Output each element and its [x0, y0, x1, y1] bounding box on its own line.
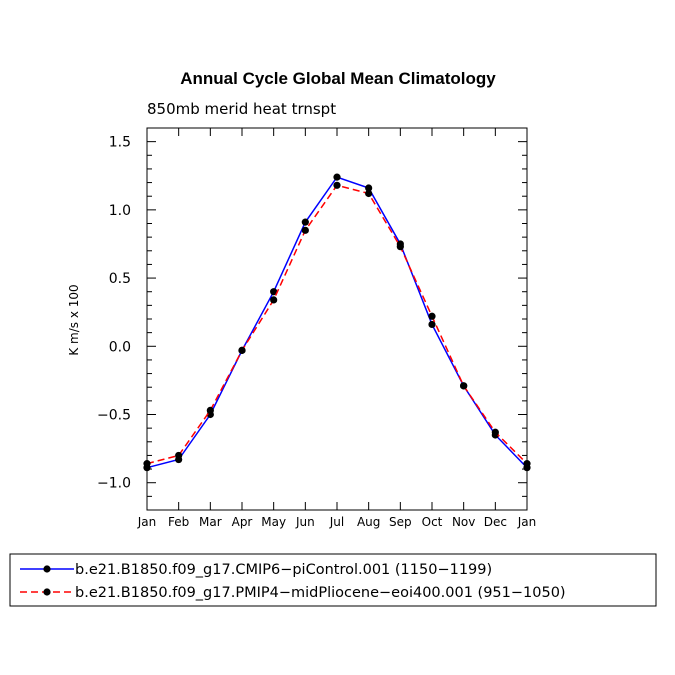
series-line-2 — [146, 184, 528, 465]
series-1-point — [365, 184, 373, 192]
legend: b.e21.B1850.f09_g17.CMIP6−piControl.001 … — [20, 562, 566, 601]
series-2-point — [143, 460, 151, 468]
x-tick-label: Jan — [517, 515, 537, 529]
x-tick-label: Jul — [329, 515, 344, 529]
legend-label-2: b.e21.B1850.f09_g17.PMIP4−midPliocene−eo… — [75, 585, 566, 601]
chart-subtitle: 850mb merid heat trnspt — [147, 100, 336, 118]
legend-marker-1 — [43, 565, 51, 573]
x-tick-label: Jan — [137, 515, 157, 529]
y-axis-label: K m/s x 100 — [67, 284, 81, 355]
series-2-point — [491, 428, 499, 436]
x-tick-label: Oct — [422, 515, 443, 529]
series-1-point — [301, 218, 309, 226]
series-2-point — [428, 312, 436, 320]
series-2-point — [270, 296, 278, 304]
series-2-point — [523, 460, 531, 468]
series-line-1 — [146, 176, 528, 469]
x-tick-label: Sep — [389, 515, 412, 529]
legend-box — [9, 553, 657, 607]
y-tick-label: 0.5 — [109, 271, 131, 287]
series-2-point — [238, 346, 246, 354]
x-tick-label: Jun — [295, 515, 315, 529]
series-2-point — [175, 451, 183, 460]
legend-label-1: b.e21.B1850.f09_g17.CMIP6−piControl.001 … — [75, 562, 492, 578]
y-tick-label: 1.0 — [109, 203, 131, 219]
series-1-point — [333, 173, 341, 181]
x-tick-label: Feb — [168, 515, 189, 529]
x-tick-label: May — [261, 515, 286, 529]
y-tick-label: −1.0 — [97, 476, 131, 492]
series-2-point — [333, 181, 341, 189]
y-tick-label: −0.5 — [97, 408, 131, 424]
series-2-point — [396, 243, 404, 251]
legend-marker-2 — [43, 588, 51, 596]
y-tick-label: 1.5 — [109, 135, 131, 151]
chart-title: Annual Cycle Global Mean Climatology — [180, 69, 496, 88]
axis-ticks: −1.0 −0.5 0.0 0.5 1.0 1.5 Jan Feb Mar Apr May Jun Ju… — [97, 127, 537, 529]
x-tick-label: Aug — [357, 515, 380, 529]
series-1-point — [428, 320, 436, 329]
series-2-point — [460, 382, 468, 390]
y-tick-label: 0.0 — [109, 339, 131, 355]
series-2-point — [365, 189, 373, 198]
series-layer — [143, 173, 531, 472]
x-tick-label: Mar — [199, 515, 222, 529]
x-tick-label: Dec — [484, 515, 507, 529]
x-tick-label: Nov — [452, 515, 475, 529]
series-2-point — [206, 406, 214, 415]
x-tick-label: Apr — [232, 515, 253, 529]
series-2-point — [301, 226, 309, 234]
series-1-point — [270, 288, 278, 296]
